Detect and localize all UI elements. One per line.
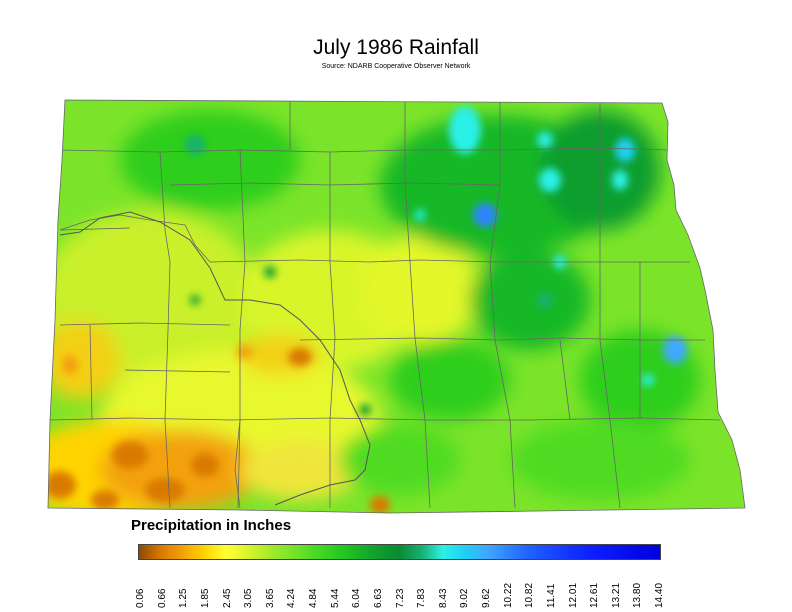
legend-tick-text: 10.82 — [524, 582, 536, 608]
legend-tick-text: 0.06 — [135, 588, 146, 608]
map-surface — [48, 100, 745, 513]
legend-colorbar — [138, 544, 661, 560]
state-outline — [47, 99, 746, 514]
legend-tick-text: 3.65 — [264, 588, 276, 608]
legend-tick-text: 12.01 — [567, 582, 579, 608]
legend-tick-text: 9.02 — [459, 588, 471, 608]
river-line — [59, 211, 371, 506]
legend-tick-text: 13.21 — [610, 582, 622, 608]
legend-tick-text: 5.44 — [329, 588, 341, 608]
legend-tick-text: 6.04 — [351, 588, 363, 608]
legend-tick-text: 8.43 — [437, 588, 449, 608]
legend-tick-text: 13.80 — [632, 582, 644, 608]
legend-tick-text: 2.45 — [221, 588, 233, 608]
legend-title: Precipitation in Inches — [131, 517, 292, 534]
map-source: Source: NDARB Cooperative Observer Netwo… — [321, 63, 471, 70]
legend-tick-text: 11.41 — [545, 583, 557, 608]
legend-tick-text: 6.63 — [372, 588, 384, 608]
county-boundaries — [49, 100, 721, 509]
legend-tick-text: 14.40 — [654, 582, 665, 608]
legend-tick-text: 1.85 — [199, 588, 211, 608]
legend-tick-text: 12.61 — [589, 582, 601, 608]
legend-tick-label: 14.40 — [654, 568, 694, 608]
legend-tick-text: 1.25 — [178, 588, 190, 608]
legend-tick-text: 0.66 — [156, 588, 168, 608]
legend-tick-text: 3.05 — [243, 588, 255, 608]
map-title: July 1986 Rainfall — [313, 36, 479, 59]
legend-tick-text: 4.24 — [286, 588, 298, 608]
legend-tick-text: 4.84 — [308, 588, 319, 608]
legend-tick-text: 7.23 — [394, 588, 406, 608]
legend-tick-text: 9.62 — [481, 588, 492, 608]
legend-tick-text: 7.83 — [416, 588, 428, 608]
legend-tick-text: 10.22 — [502, 582, 514, 608]
